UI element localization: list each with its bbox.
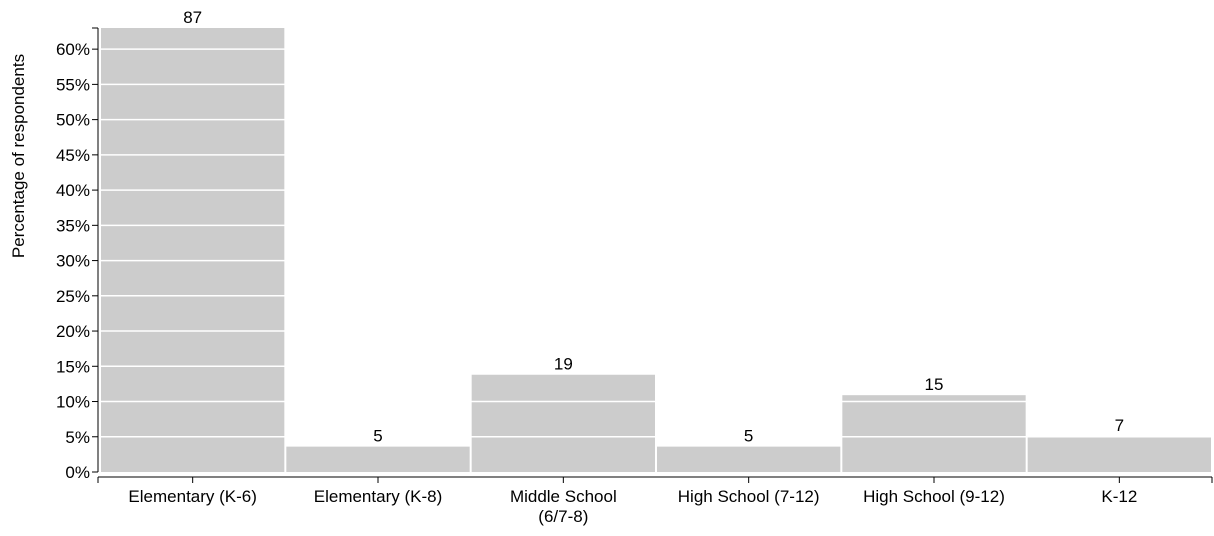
x-tick-label-1: Elementary (K-8) xyxy=(314,487,442,506)
y-tick-label-1: 5% xyxy=(65,428,90,447)
y-tick-label-2: 10% xyxy=(56,393,90,412)
count-label-4: 15 xyxy=(925,375,944,394)
y-tick-label-3: 15% xyxy=(56,357,90,376)
y-tick-label-4: 20% xyxy=(56,322,90,341)
y-tick-label-7: 35% xyxy=(56,216,90,235)
count-label-5: 7 xyxy=(1115,416,1124,435)
count-label-0: 87 xyxy=(183,8,202,27)
x-tick-label-4: High School (9-12) xyxy=(863,487,1005,506)
x-tick-label-2-line-1: (6/7-8) xyxy=(538,507,588,526)
y-tick-label-0: 0% xyxy=(65,463,90,482)
bar-2 xyxy=(471,374,655,472)
bar-1 xyxy=(286,446,470,472)
y-tick-label-10: 50% xyxy=(56,111,90,130)
y-tick-label-12: 60% xyxy=(56,40,90,59)
x-tick-label-3: High School (7-12) xyxy=(678,487,820,506)
count-label-1: 5 xyxy=(373,427,382,446)
y-axis: 0% 5% 10% 15% 20% 25% 30% 35% 40% 45% 50% 55% 60% xyxy=(56,27,99,482)
bar-5 xyxy=(1027,436,1211,472)
bar-4 xyxy=(842,395,1026,472)
count-labels-group: 87 5 19 5 15 7 xyxy=(183,8,1124,446)
bar-3 xyxy=(657,446,841,472)
y-tick-label-8: 40% xyxy=(56,181,90,200)
bar-0 xyxy=(101,28,285,472)
x-tick-label-0: Elementary (K-6) xyxy=(128,487,256,506)
y-tick-label-9: 45% xyxy=(56,146,90,165)
x-axis: Elementary (K-6) Elementary (K-8) Middle S… xyxy=(97,476,1213,526)
count-label-2: 19 xyxy=(554,355,573,374)
x-tick-label-5: K-12 xyxy=(1101,487,1137,506)
x-tick-label-2-line-0: Middle School xyxy=(510,487,617,506)
y-axis-title: Percentage of respondents xyxy=(9,54,28,258)
bars-group xyxy=(101,28,1211,472)
y-tick-label-11: 55% xyxy=(56,75,90,94)
y-tick-label-5: 25% xyxy=(56,287,90,306)
y-tick-label-6: 30% xyxy=(56,252,90,271)
count-label-3: 5 xyxy=(744,427,753,446)
gridlines-group xyxy=(100,48,1212,438)
